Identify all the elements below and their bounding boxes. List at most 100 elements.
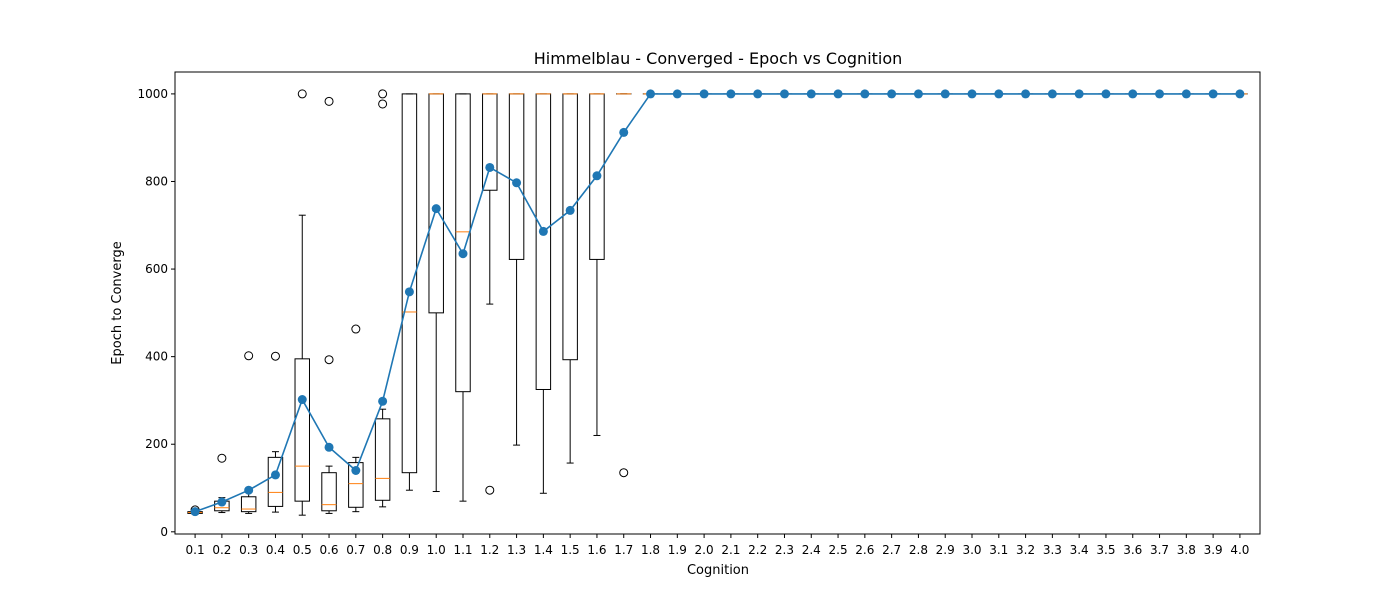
- x-tick-label: 3.3: [1043, 543, 1062, 557]
- mean-point: [431, 204, 441, 214]
- x-tick-label: 2.2: [748, 543, 767, 557]
- x-tick-label: 0.9: [400, 543, 419, 557]
- chart-title: Himmelblau - Converged - Epoch vs Cognit…: [534, 49, 903, 68]
- x-tick-label: 2.1: [721, 543, 740, 557]
- x-tick-label: 0.6: [319, 543, 338, 557]
- mean-point: [217, 497, 227, 507]
- x-tick-label: 1.7: [614, 543, 633, 557]
- mean-point: [940, 89, 950, 99]
- mean-point: [1021, 89, 1031, 99]
- plot-frame: [174, 71, 1261, 535]
- mean-point: [860, 89, 870, 99]
- y-tick-label: 200: [145, 437, 168, 451]
- x-tick-label: 3.1: [989, 543, 1008, 557]
- x-tick-label: 0.5: [293, 543, 312, 557]
- x-tick-label: 2.9: [936, 543, 955, 557]
- x-tick-label: 4.0: [1230, 543, 1249, 557]
- mean-point: [806, 89, 816, 99]
- mean-point: [1074, 89, 1084, 99]
- x-tick-label: 2.7: [882, 543, 901, 557]
- x-tick-label: 0.3: [239, 543, 258, 557]
- box-flier: [244, 351, 254, 361]
- mean-point: [619, 127, 629, 137]
- mean-point: [753, 89, 763, 99]
- box-iqr: [240, 496, 257, 513]
- mean-point: [726, 89, 736, 99]
- mean-point: [1128, 89, 1138, 99]
- mean-point: [913, 89, 923, 99]
- x-tick-label: 3.5: [1096, 543, 1115, 557]
- mean-point: [324, 442, 334, 452]
- mean-point: [538, 226, 548, 236]
- box-flier: [378, 99, 388, 109]
- x-tick-label: 3.0: [962, 543, 981, 557]
- x-tick-label: 0.1: [186, 543, 205, 557]
- x-tick-label: 1.3: [507, 543, 526, 557]
- box-flier: [324, 355, 334, 365]
- box-flier: [619, 468, 629, 478]
- box-iqr: [401, 93, 418, 474]
- mean-point: [270, 470, 280, 480]
- mean-line: [194, 93, 1240, 513]
- plot-area: 0 200 400 600 800 1000 0.1 0.2 0.3 0.4 0.5 0.6 0.7 0.…: [137, 71, 1261, 557]
- box-iqr: [455, 93, 471, 393]
- y-tick-label: 800: [145, 174, 168, 188]
- x-tick-label: 1.5: [561, 543, 580, 557]
- mean-point: [1155, 89, 1165, 99]
- box-flier: [217, 453, 227, 463]
- x-tick-label: 1.1: [453, 543, 472, 557]
- mean-point: [404, 287, 414, 297]
- y-tick-label: 600: [145, 262, 168, 276]
- mean-point: [351, 466, 361, 476]
- x-tick-label: 2.3: [775, 543, 794, 557]
- x-tick-label: 2.0: [695, 543, 714, 557]
- x-tick-label: 1.4: [534, 543, 553, 557]
- x-tick-label: 3.8: [1177, 543, 1196, 557]
- mean-point: [1235, 89, 1245, 99]
- box-iqr: [562, 93, 578, 361]
- y-tick-label: 0: [160, 525, 168, 539]
- x-tick-label: 3.6: [1123, 543, 1142, 557]
- mean-point: [485, 162, 495, 172]
- x-tick-label: 2.8: [909, 543, 928, 557]
- mean-point: [592, 171, 602, 181]
- box-iqr: [428, 93, 444, 314]
- x-tick-label: 1.0: [427, 543, 446, 557]
- mean-point: [1047, 89, 1057, 99]
- mean-point: [699, 89, 709, 99]
- mean-point: [833, 89, 843, 99]
- x-tick-label: 1.6: [587, 543, 606, 557]
- box-flier: [351, 324, 361, 334]
- box-iqr: [482, 93, 498, 191]
- y-axis-label: Epoch to Converge: [110, 241, 125, 364]
- mean-point: [512, 178, 522, 188]
- mean-point: [565, 205, 575, 215]
- x-tick-label: 0.8: [373, 543, 392, 557]
- mean-point: [967, 89, 977, 99]
- y-tick-label: 400: [145, 350, 168, 364]
- box-flier: [270, 351, 280, 361]
- box-iqr: [348, 462, 364, 508]
- x-tick-label: 3.7: [1150, 543, 1169, 557]
- box-iqr: [535, 93, 552, 390]
- mean-point: [1181, 89, 1191, 99]
- mean-point: [672, 89, 682, 99]
- x-tick-label: 1.2: [480, 543, 499, 557]
- box-flier: [324, 96, 334, 106]
- mean-point: [297, 395, 307, 405]
- mean-point: [458, 249, 468, 259]
- box-iqr: [508, 93, 525, 260]
- x-tick-label: 3.4: [1070, 543, 1089, 557]
- x-tick-label: 3.9: [1204, 543, 1223, 557]
- x-tick-label: 1.8: [641, 543, 660, 557]
- x-tick-label: 0.7: [346, 543, 365, 557]
- x-tick-label: 0.4: [266, 543, 285, 557]
- x-tick-label: 2.5: [829, 543, 848, 557]
- box-iqr: [374, 418, 391, 501]
- x-tick-label: 2.4: [802, 543, 821, 557]
- mean-point: [994, 89, 1004, 99]
- mean-point: [779, 89, 789, 99]
- mean-point: [244, 485, 254, 495]
- box-iqr: [294, 358, 310, 502]
